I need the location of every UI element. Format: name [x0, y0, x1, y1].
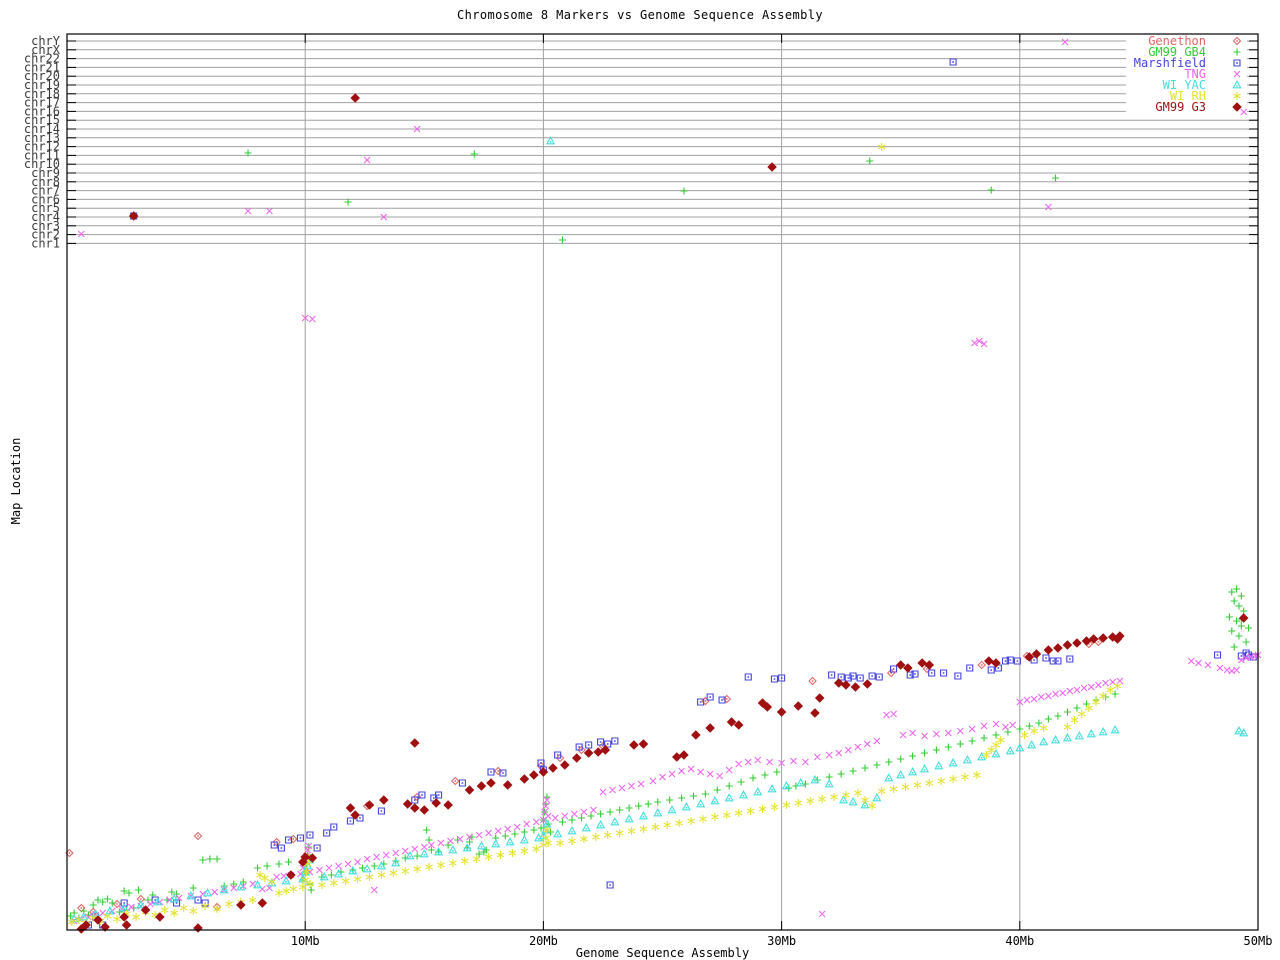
lane-label-chr14: chr14: [24, 122, 60, 136]
y-axis-label: Map Location: [9, 437, 23, 525]
x-tick-label-20Mb: 20Mb: [529, 934, 558, 948]
series-genethon-points: [65, 637, 1103, 917]
lane-label-chr10: chr10: [24, 157, 60, 171]
off-target-chr4-tng: [266, 207, 273, 215]
off-target-chrY-tng: [1061, 38, 1069, 46]
lane-label-chr13: chr13: [24, 131, 60, 145]
lane-label-chr4: chr4: [31, 210, 60, 224]
lane-label-chr3: chr3: [31, 219, 60, 233]
legend-label-gm99-g3: GM99 G3: [1155, 100, 1206, 114]
legend-label-gm99-gb4: GM99 GB4: [1148, 45, 1206, 59]
series-marshfield-points: [84, 649, 1257, 929]
off-target-chr6-gm99-gb4: [344, 198, 352, 206]
series-gm99-g3-points: [76, 613, 1249, 934]
off-target-chr1-gm99-gb4: [558, 236, 566, 244]
lane-label-chr12: chr12: [24, 140, 60, 154]
lane-label-chr16: chr16: [24, 104, 60, 118]
off-target-chr5-tng: [1044, 203, 1052, 211]
legend-marker-open-square-dot: [1233, 59, 1241, 67]
lane-label-chr5: chr5: [31, 201, 60, 215]
lane-label-chr7: chr7: [31, 184, 60, 198]
chart-title: Chromosome 8 Markers vs Genome Sequence …: [457, 8, 823, 22]
lane-label-chr15: chr15: [24, 113, 60, 127]
lane-label-chr17: chr17: [24, 96, 60, 110]
off-target-chr11-gm99-gb4: [244, 149, 252, 157]
series-gm99-gb4-points: [67, 585, 1252, 922]
lane-label-chr20: chr20: [24, 69, 60, 83]
off-target-chr9-gm99-g3: [767, 162, 777, 172]
off-target-chr17-gm99-g3: [350, 93, 360, 103]
x-axis-label: Genome Sequence Assembly: [575, 946, 750, 960]
off-target-points: [77, 38, 1248, 244]
x-tick-label-40Mb: 40Mb: [1005, 934, 1034, 948]
lane-label-chr22: chr22: [24, 52, 60, 66]
legend-label-wi-rh: WI RH: [1170, 89, 1206, 103]
lane-label-chr18: chr18: [24, 87, 60, 101]
legend-marker-asterisk: [1233, 92, 1241, 100]
lane-label-chr9: chr9: [31, 166, 60, 180]
legend-marker-plus: [1233, 48, 1241, 56]
x-tick-label-50Mb: 50Mb: [1244, 934, 1273, 948]
x-tick-label-10Mb: 10Mb: [291, 934, 320, 948]
series-wi-yac-points: [69, 725, 1249, 923]
legend-label-genethon: Genethon: [1148, 34, 1206, 48]
legend-marker-filled-diamond: [1232, 102, 1242, 112]
legend-marker-open-triangle-dot: [1232, 80, 1242, 89]
series-wi-rh-points: [67, 682, 1122, 927]
lane-gridlines: [67, 40, 1258, 244]
off-target-chr22-marshfield: [949, 58, 957, 66]
off-target-chr10-tng: [363, 156, 371, 164]
off-target-chr2-tng: [77, 230, 85, 238]
off-target-chr8-gm99-gb4: [1052, 174, 1060, 182]
lane-label-chrY: chrY: [31, 34, 61, 48]
lane-ticks: [67, 40, 1258, 244]
series-tng-points: [70, 314, 1262, 925]
lane-label-chr21: chr21: [24, 60, 60, 74]
off-target-chr11-gm99-gb4: [470, 150, 478, 158]
off-target-chr4-tng: [380, 213, 388, 221]
legend-label-wi-yac: WI YAC: [1163, 78, 1206, 92]
off-target-chr4-gm99-g3: [128, 211, 139, 221]
lane-label-chr11: chr11: [24, 148, 60, 162]
vertical-gridlines: [304, 34, 1021, 930]
lane-labels: chrYchrXchr22chr21chr20chr19chr18chr17ch…: [24, 34, 61, 250]
x-tick-label-30Mb: 30Mb: [767, 934, 796, 948]
off-target-chr4-tng: [244, 207, 252, 215]
lane-label-chr2: chr2: [31, 228, 60, 242]
off-target-chr7-gm99-gb4: [680, 187, 688, 195]
lane-label-chr6: chr6: [31, 192, 60, 206]
x-ticks: [304, 34, 1259, 930]
legend-marker-x-cross: [1233, 70, 1241, 78]
legend-marker-open-diamond-dot: [1232, 36, 1242, 46]
lane-label-chr1: chr1: [31, 236, 60, 250]
legend-label-tng: TNG: [1184, 67, 1206, 81]
lane-label-chr8: chr8: [31, 175, 60, 189]
off-target-chr16-tng: [1240, 108, 1248, 116]
off-target-chr10-gm99-gb4: [866, 157, 874, 165]
off-target-chr12-wi-rh: [877, 143, 886, 151]
off-target-chr13-wi-yac: [546, 136, 556, 145]
lane-label-chr19: chr19: [24, 78, 60, 92]
scatter-series: [65, 314, 1262, 934]
x-tick-labels: 10Mb 20Mb 30Mb 40Mb 50Mb: [291, 934, 1273, 948]
off-target-chr7-gm99-gb4: [987, 186, 995, 194]
legend-label-marshfield: Marshfield: [1134, 56, 1206, 70]
lane-label-chrX: chrX: [31, 43, 61, 57]
off-target-chr14-tng: [413, 125, 421, 133]
plot-border: [66, 33, 1259, 931]
